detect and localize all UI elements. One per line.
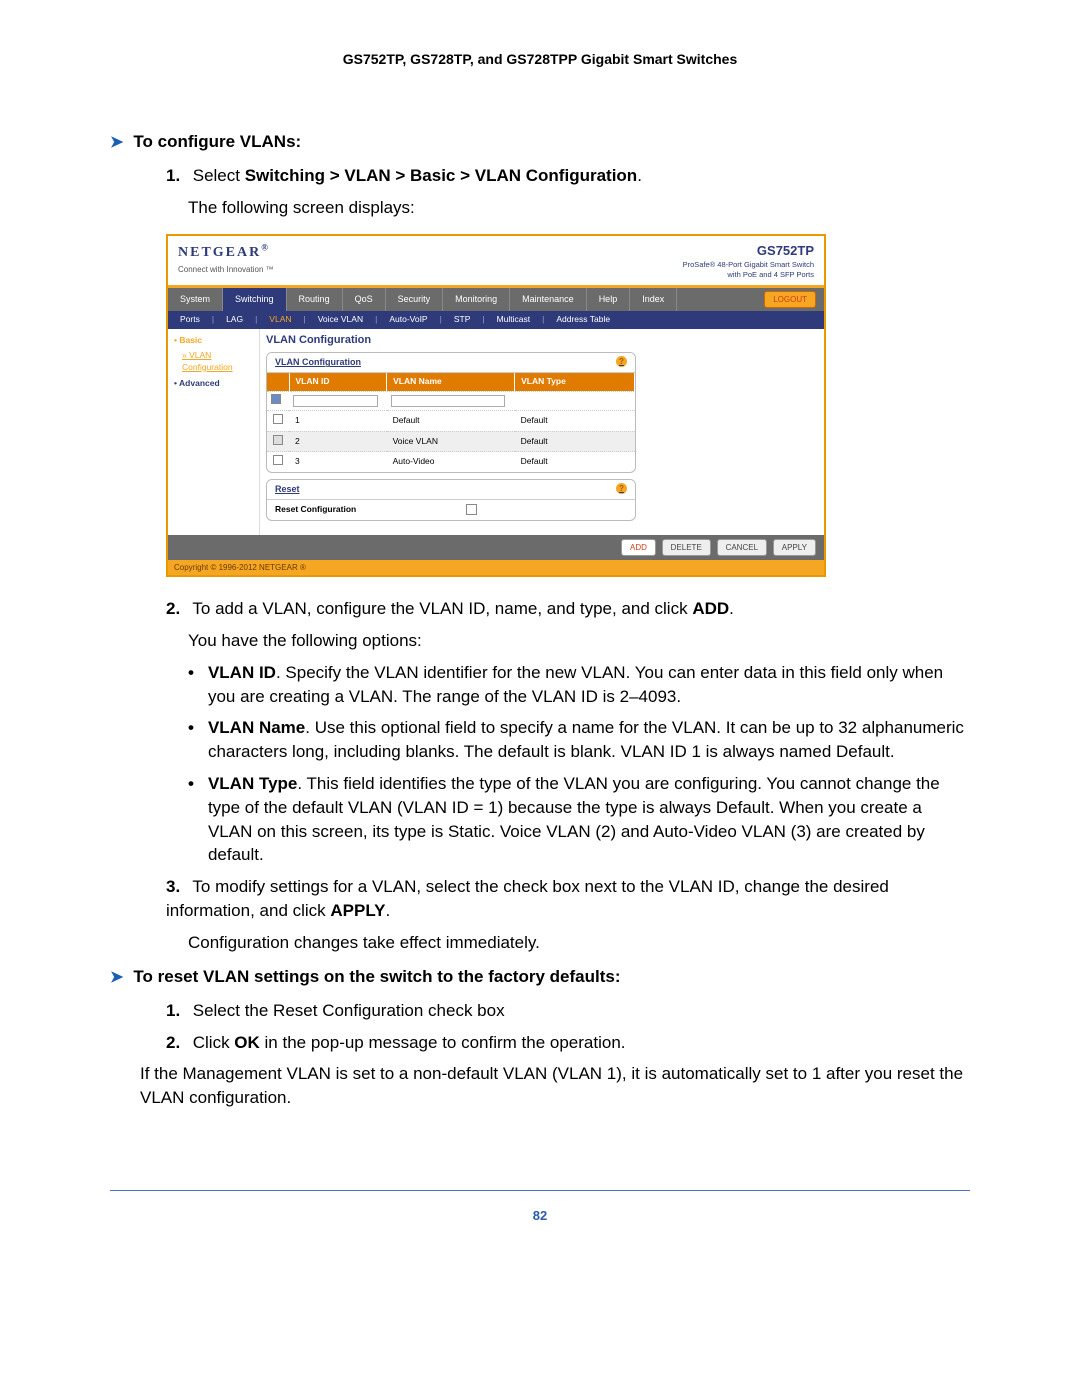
tab-security[interactable]: Security [386, 288, 444, 311]
sub-nav: Ports| LAG| VLAN| Voice VLAN| Auto-VoIP|… [168, 311, 824, 329]
cell-type: Default [515, 452, 635, 472]
sidebar-vlan-config[interactable]: » VLAN Configuration [182, 350, 253, 374]
sidebar: • Basic » VLAN Configuration • Advanced [168, 329, 260, 535]
panel2-title: Reset [275, 483, 300, 496]
footer-buttons: ADD DELETE CANCEL APPLY [168, 535, 824, 560]
subnav-multicast[interactable]: Multicast [493, 314, 535, 326]
reset-step-1: 1. Select the Reset Configuration check … [166, 999, 970, 1023]
subnav-voicevlan[interactable]: Voice VLAN [314, 314, 367, 326]
step1-bold: Switching > VLAN > Basic > VLAN Configur… [245, 166, 637, 185]
subnav-autovoip[interactable]: Auto-VoIP [385, 314, 431, 326]
bullet-vlan-id: • VLAN ID. Specify the VLAN identifier f… [188, 661, 970, 709]
tab-monitoring[interactable]: Monitoring [443, 288, 510, 311]
row-checkbox[interactable] [273, 414, 283, 424]
content-title: VLAN Configuration [266, 333, 814, 348]
doc-header: GS752TP, GS728TP, and GS728TPP Gigabit S… [110, 50, 970, 70]
subnav-ports[interactable]: Ports [176, 314, 204, 326]
table-row: 1 Default Default [267, 410, 635, 431]
brand-tagline: Connect with Innovation ™ [178, 265, 274, 274]
tab-help[interactable]: Help [587, 288, 631, 311]
step1-suffix: . [637, 166, 642, 185]
select-all-checkbox[interactable] [271, 394, 281, 404]
cell-name: Voice VLAN [387, 431, 515, 452]
main-nav: System Switching Routing QoS Security Mo… [168, 288, 824, 311]
tab-system[interactable]: System [168, 288, 223, 311]
tab-qos[interactable]: QoS [343, 288, 386, 311]
help-icon[interactable]: ? [616, 356, 627, 367]
logout-button[interactable]: LOGOUT [764, 291, 816, 308]
reset-paragraph: If the Management VLAN is set to a non-d… [140, 1062, 970, 1110]
step3-sub: Configuration changes take effect immedi… [188, 931, 970, 955]
sidebar-advanced[interactable]: • Advanced [174, 378, 253, 390]
section-heading: To configure VLANs: [133, 130, 301, 154]
row-checkbox[interactable] [273, 455, 283, 465]
subnav-lag[interactable]: LAG [222, 314, 247, 326]
vlan-config-panel: VLAN Configuration? VLAN ID VLAN Name VL… [266, 352, 636, 473]
cell-type: Default [515, 431, 635, 452]
delete-button[interactable]: DELETE [662, 539, 711, 556]
cell-name: Auto-Video [387, 452, 515, 472]
sidebar-basic[interactable]: • Basic [174, 335, 253, 347]
copyright: Copyright © 1996-2012 NETGEAR ® [168, 560, 824, 575]
tab-maintenance[interactable]: Maintenance [510, 288, 587, 311]
section2-heading: To reset VLAN settings on the switch to … [133, 965, 620, 989]
col-vlan-name: VLAN Name [387, 373, 515, 391]
subnav-addresstable[interactable]: Address Table [552, 314, 614, 326]
help-icon[interactable]: ? [616, 483, 627, 494]
tab-index[interactable]: Index [630, 288, 677, 311]
cell-id: 3 [289, 452, 387, 472]
subnav-stp[interactable]: STP [450, 314, 475, 326]
model-number: GS752TP [683, 242, 814, 260]
cancel-button[interactable]: CANCEL [717, 539, 767, 556]
page-number: 82 [110, 1207, 970, 1225]
bullet-vlan-name: • VLAN Name. Use this optional field to … [188, 716, 970, 764]
subnav-vlan[interactable]: VLAN [265, 314, 295, 326]
step-1: 1. Select Switching > VLAN > Basic > VLA… [166, 164, 970, 188]
step1-prefix: Select [193, 166, 245, 185]
table-row: 3 Auto-Video Default [267, 452, 635, 472]
cell-id: 1 [289, 410, 387, 431]
reset-checkbox[interactable] [466, 504, 477, 515]
col-vlan-type: VLAN Type [515, 373, 635, 391]
reset-step-2: 2. Click OK in the pop-up message to con… [166, 1031, 970, 1055]
reset-panel: Reset? Reset Configuration [266, 479, 636, 520]
col-vlan-id: VLAN ID [289, 373, 387, 391]
vlan-id-input[interactable] [293, 395, 378, 407]
apply-button[interactable]: APPLY [773, 539, 816, 556]
model-desc1: ProSafe® 48-Port Gigabit Smart Switch [683, 260, 814, 271]
embedded-screenshot: NETGEAR® Connect with Innovation ™ GS752… [166, 234, 970, 578]
row-checkbox[interactable] [273, 435, 283, 445]
chevron-icon: ➤ [110, 967, 123, 989]
bullet-vlan-type: • VLAN Type. This field identifies the t… [188, 772, 970, 867]
netgear-logo: NETGEAR® [178, 245, 270, 260]
table-row: 2 Voice VLAN Default [267, 431, 635, 452]
chevron-icon: ➤ [110, 132, 123, 154]
step-2: 2. To add a VLAN, configure the VLAN ID,… [166, 597, 970, 621]
cell-type: Default [515, 410, 635, 431]
reset-label: Reset Configuration [275, 504, 356, 516]
tab-routing[interactable]: Routing [287, 288, 343, 311]
tab-switching[interactable]: Switching [223, 288, 287, 311]
step1-sub: The following screen displays: [188, 196, 970, 220]
step-3: 3. To modify settings for a VLAN, select… [166, 875, 970, 923]
panel1-title: VLAN Configuration [275, 356, 361, 369]
step2-sub: You have the following options: [188, 629, 970, 653]
add-button[interactable]: ADD [621, 539, 656, 556]
vlan-name-input[interactable] [391, 395, 505, 407]
model-desc2: with PoE and 4 SFP Ports [683, 270, 814, 281]
cell-id: 2 [289, 431, 387, 452]
cell-name: Default [387, 410, 515, 431]
